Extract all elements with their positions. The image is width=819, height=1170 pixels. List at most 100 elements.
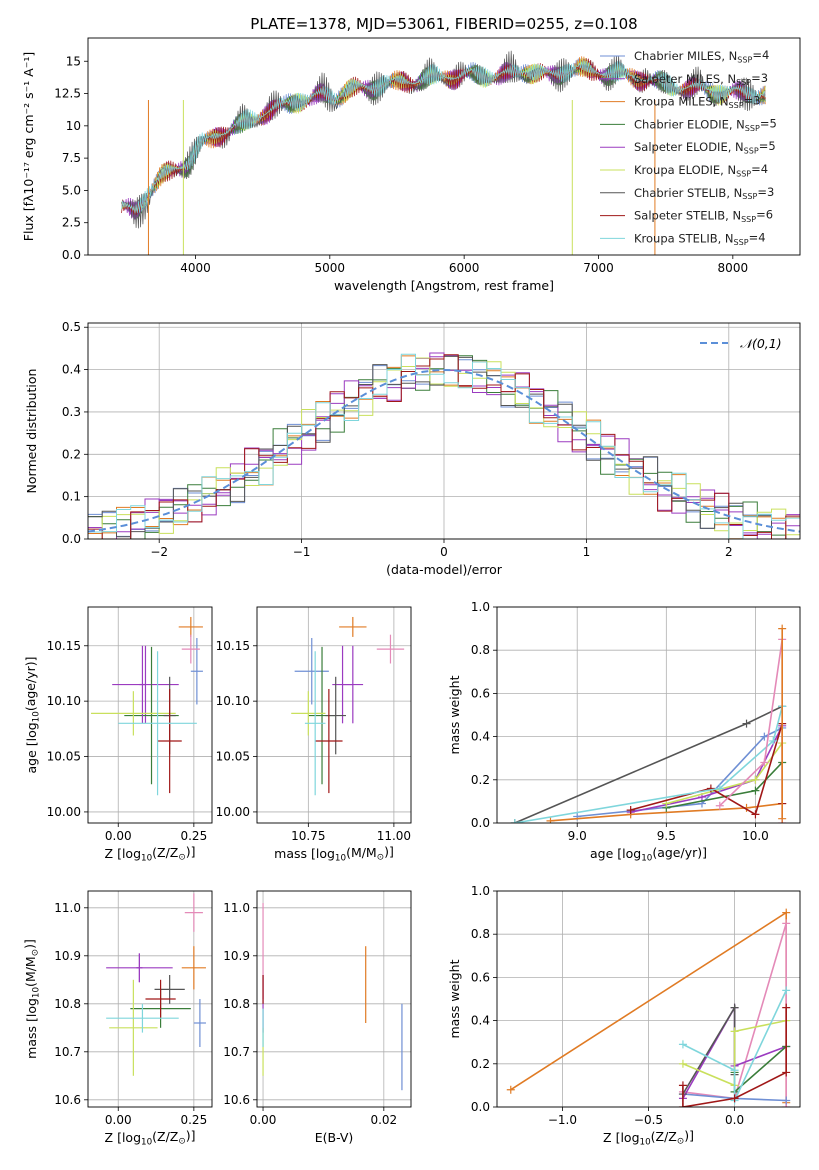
y-tick-label: 2.5 xyxy=(62,216,81,230)
mass-weight-line xyxy=(682,990,787,1101)
y-tick-label: 1.0 xyxy=(471,600,490,614)
y-axis-label: Flux [fλ10⁻¹⁷ erg cm⁻² s⁻¹ A⁻¹] xyxy=(21,52,36,241)
mass-weight-marker xyxy=(778,624,787,633)
x-tick-label: −1.0 xyxy=(548,1113,577,1127)
mass-weight-marker xyxy=(626,806,635,815)
mass-weight-marker xyxy=(782,1003,791,1012)
x-tick-label: −2 xyxy=(150,545,168,559)
plot-area-age-vs-z xyxy=(91,616,203,796)
mass-weight-marker xyxy=(782,908,791,917)
x-axis-label: age [log10​(age/yr)] xyxy=(590,845,707,864)
mass-weight-marker xyxy=(760,732,769,741)
mass-weight-marker xyxy=(678,1103,687,1107)
y-tick-label: 0.4 xyxy=(471,1014,490,1028)
histogram-series xyxy=(88,354,800,539)
y-tick-label: 0.3 xyxy=(62,405,81,419)
axes-frame xyxy=(87,37,801,256)
mass-weight-marker xyxy=(678,1040,687,1049)
spectrum-series-line xyxy=(121,50,766,229)
x-tick-label: 11.00 xyxy=(377,829,411,843)
x-tick-label: −0.5 xyxy=(634,1113,663,1127)
mass-weight-marker xyxy=(782,1068,791,1077)
axes-frame xyxy=(256,890,412,1108)
y-tick-label: 0.0 xyxy=(62,532,81,546)
y-tick-label: 0.0 xyxy=(62,248,81,262)
legend-entry: 𝒩(0,1) xyxy=(740,336,782,351)
mass-weight-marker xyxy=(778,814,787,823)
x-tick-label: 4000 xyxy=(180,261,211,275)
panel-spectrum: 4000 5000 6000 7000 8000 0.0 2.5 5.0 7.5 10 12.5 15… xyxy=(21,37,801,293)
mass-weight-marker xyxy=(751,786,760,795)
x-tick-label: 0 xyxy=(440,545,448,559)
x-tick-label: 10.0 xyxy=(742,829,769,843)
y-axis-label: Normed distribution xyxy=(24,369,39,494)
mass-weight-marker xyxy=(751,810,760,819)
y-tick-label: 0.5 xyxy=(62,320,81,334)
plot-area-mass-weight-vs-age xyxy=(510,624,787,823)
y-tick-label: 10.6 xyxy=(223,1093,250,1107)
x-tick-label: −1 xyxy=(293,545,311,559)
panel-age-vs-z: 0.00 0.25 10.00 10.05 10.10 10.15 Z [log10​(Z/… xyxy=(23,606,213,864)
mass-weight-line xyxy=(682,1019,787,1087)
y-tick-label: 0.4 xyxy=(471,730,490,744)
plot-area-mass-weight-vs-z xyxy=(506,908,791,1107)
y-tick-label: 5.0 xyxy=(62,183,81,197)
mass-weight-marker xyxy=(730,1094,739,1103)
axes-frame xyxy=(496,606,801,824)
legend-entry: Kroupa ELODIE, NSSP​=4 xyxy=(634,162,768,178)
x-tick-label: 7000 xyxy=(583,261,614,275)
x-tick-label: 0.0 xyxy=(725,1113,744,1127)
y-tick-label: 0.6 xyxy=(471,970,490,984)
x-tick-label: 0.00 xyxy=(250,1113,277,1127)
x-axis-label: Z [log10​(Z/Z⊙​)] xyxy=(603,1128,694,1148)
y-axis-label: mass weight xyxy=(447,959,462,1038)
x-tick-label: 9.5 xyxy=(657,829,676,843)
plot-area-mass-vs-z xyxy=(106,893,206,1076)
y-tick-label: 15 xyxy=(66,54,81,68)
mass-weight-line xyxy=(550,802,783,822)
y-tick-label: 0.2 xyxy=(62,447,81,461)
y-axis-label: age [log10​(age/yr)] xyxy=(23,656,42,773)
mass-weight-marker xyxy=(782,919,791,928)
y-tick-label: 12.5 xyxy=(54,87,81,101)
y-tick-label: 10.10 xyxy=(216,694,250,708)
x-axis-label: Z [log10​(Z/Z⊙​)] xyxy=(105,844,196,864)
y-tick-label: 10.15 xyxy=(47,639,81,653)
y-tick-label: 10.6 xyxy=(54,1093,81,1107)
legend-entry: Salpeter STELIB, NSSP​=6 xyxy=(634,208,773,224)
axes-frame xyxy=(87,890,213,1108)
mass-weight-marker xyxy=(730,1003,739,1012)
y-tick-label: 11.0 xyxy=(54,901,81,915)
x-axis-label: (data-model)/error xyxy=(386,562,503,577)
x-tick-label: 9.0 xyxy=(568,829,587,843)
panel-mass-weight-vs-age: 9.0 9.5 10.0 0.0 0.2 0.4 0.6 0.8 1.0 age [log10​(… xyxy=(447,600,801,864)
x-tick-label: 0.02 xyxy=(370,1113,397,1127)
y-tick-label: 0.8 xyxy=(471,927,490,941)
x-tick-label: 0.25 xyxy=(180,1113,207,1127)
mass-weight-marker xyxy=(678,1059,687,1068)
legend: Chabrier MILES, NSSP​=4 Salpeter MILES, N… xyxy=(600,48,777,247)
panel-mass-weight-vs-z: −1.0 −0.5 0.0 0.0 0.2 0.4 0.6 0.8 1.0 Z [log10​(Z… xyxy=(447,884,801,1148)
y-tick-label: 0.2 xyxy=(471,1057,490,1071)
mass-weight-marker xyxy=(730,1066,739,1075)
mass-weight-marker xyxy=(715,801,724,810)
mass-weight-marker xyxy=(782,986,791,995)
y-tick-label: 0.8 xyxy=(471,643,490,657)
x-axis-label: E(B-V) xyxy=(315,1130,354,1145)
x-tick-label: 8000 xyxy=(718,261,749,275)
y-tick-label: 10.00 xyxy=(216,805,250,819)
x-tick-label: 0.00 xyxy=(105,1113,132,1127)
mass-weight-marker xyxy=(730,1027,739,1036)
x-axis-label: mass [log10​(M/M⊙​)] xyxy=(274,844,394,864)
y-tick-label: 0.6 xyxy=(471,686,490,700)
panel-residuals: −2 −1 0 1 2 0.0 0.1 0.2 0.3 0.4 0.5 (data-model)/er… xyxy=(24,320,801,577)
plot-area-age-vs-mass xyxy=(291,616,405,796)
plot-area-mass-vs-ebv xyxy=(262,903,403,1091)
mass-weight-marker xyxy=(510,819,519,823)
mass-weight-marker xyxy=(678,1081,687,1090)
mass-weight-marker xyxy=(751,775,760,784)
normal-reference-curve xyxy=(88,368,800,533)
y-tick-label: 11.0 xyxy=(223,901,250,915)
legend-entry: Salpeter MILES, NSSP​=3 xyxy=(634,71,768,87)
